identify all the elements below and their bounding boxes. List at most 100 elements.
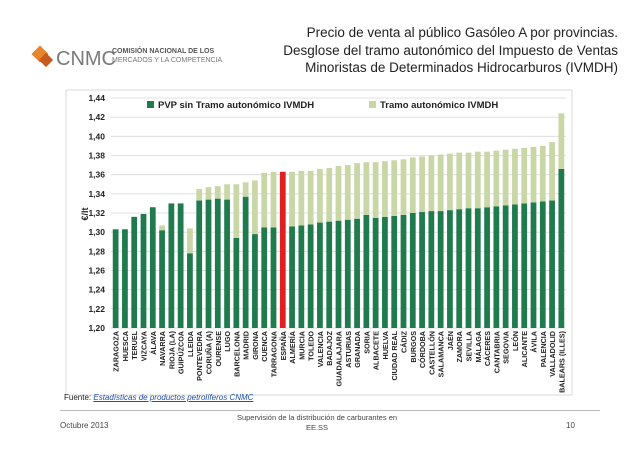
bar-tramo xyxy=(465,152,472,209)
slide-title: Precio de venta al público Gasóleo A por… xyxy=(228,24,618,77)
bar-tramo xyxy=(400,159,407,215)
bar-base xyxy=(252,234,258,328)
logo-subtitle: COMISIÓN NACIONAL DE LOS MERCADOS Y LA C… xyxy=(112,47,222,65)
bar-tramo xyxy=(159,225,165,231)
bar-tramo xyxy=(270,171,277,228)
x-tick-label: BADAJOZ xyxy=(325,330,334,365)
bar-tramo xyxy=(214,186,221,199)
bar-base xyxy=(279,171,286,328)
bar-tramo xyxy=(363,162,370,215)
bar-tramo xyxy=(521,147,528,204)
x-tick-label: HUELVA xyxy=(381,331,390,359)
bar-base xyxy=(344,219,351,328)
bar-base xyxy=(131,216,138,328)
x-tick-label: TERUEL xyxy=(130,330,139,359)
bar-base xyxy=(307,224,314,328)
bar-base xyxy=(474,208,481,328)
bar-base xyxy=(326,221,333,328)
bar-base xyxy=(298,225,305,328)
bar-tramo xyxy=(502,149,509,206)
x-tick-label: VALLADOLID xyxy=(548,331,557,377)
x-tick-label: CANTABRIA xyxy=(492,331,501,373)
bar-tramo xyxy=(307,170,314,225)
bar-tramo xyxy=(298,170,305,226)
legend-swatch-tramo xyxy=(369,101,376,108)
bar-base xyxy=(205,199,212,328)
x-tick-label: CÁDIZ xyxy=(400,330,409,353)
y-axis-label: €/lt xyxy=(80,207,90,220)
bar-base xyxy=(187,253,193,328)
y-tick-label: 1,32 xyxy=(88,208,105,218)
bar-base xyxy=(270,227,277,328)
x-tick-label: ALMERÍA xyxy=(288,331,297,364)
x-tick-label: BARCELONA xyxy=(232,331,241,377)
x-tick-label: SORIA xyxy=(362,331,371,354)
slide-title-line2: Desglose del tramo autonómico del Impues… xyxy=(283,42,618,58)
y-tick-label: 1,38 xyxy=(88,151,105,161)
bar-base xyxy=(177,203,184,328)
legend-label-base: PVP sin Tramo autonómico IVMDH xyxy=(158,100,314,111)
bar-base xyxy=(335,220,342,328)
x-tick-label: TARRAGONA xyxy=(270,331,279,377)
source-link[interactable]: Estadísticas de productos petrolíferos C… xyxy=(93,393,254,402)
bar-base xyxy=(372,217,379,328)
bar-tramo xyxy=(391,160,398,216)
x-axis-labels: ZARAGOZA HUESCA TERUEL VIZCAYA ÁLAVA NAVARRA R… xyxy=(112,330,567,393)
bar-base xyxy=(261,227,268,328)
bar-base xyxy=(391,215,398,328)
x-tick-label: CASTELLÓN xyxy=(427,331,436,375)
y-tick-label: 1,30 xyxy=(88,227,105,237)
slide-title-line1: Precio de venta al público Gasóleo A por… xyxy=(306,25,618,40)
x-tick-label: SALAMANCA xyxy=(437,331,446,377)
source-prefix: Fuente: xyxy=(64,393,94,402)
bar-base xyxy=(159,230,165,328)
bar-tramo xyxy=(428,155,435,212)
bar-tramo xyxy=(382,161,388,217)
bar-base xyxy=(168,203,175,328)
x-tick-label: VIZCAYA xyxy=(140,331,149,361)
y-tick-label: 1,22 xyxy=(88,304,105,314)
bar-tramo xyxy=(344,165,351,220)
bar-base xyxy=(428,211,435,328)
y-tick-label: 1,26 xyxy=(88,266,105,276)
bar-base xyxy=(447,210,453,328)
x-tick-label: ESPAÑA xyxy=(279,331,288,360)
bar-tramo xyxy=(484,151,490,208)
page-number: 10 xyxy=(566,421,575,430)
bar-tramo xyxy=(326,167,333,222)
x-tick-label: ZARAGOZA xyxy=(112,331,121,372)
bar-base xyxy=(512,204,518,328)
x-tick-label: ÁVILA xyxy=(530,331,539,353)
bar-tramo xyxy=(512,148,518,205)
bar-base xyxy=(224,199,230,328)
bar-base xyxy=(112,229,119,328)
x-tick-label: GUIPÚZCOA xyxy=(177,331,186,374)
x-tick-label: CUENCA xyxy=(260,331,269,362)
bar-tramo xyxy=(289,171,295,227)
x-tick-label: CIUDAD REAL xyxy=(390,330,399,380)
bar-tramo xyxy=(558,113,565,169)
grid-lines xyxy=(111,97,566,329)
x-tick-label: CORUÑA (A) xyxy=(205,330,214,374)
footer-divider xyxy=(60,410,600,411)
x-tick-label: SEVILLA xyxy=(465,331,474,361)
bar-base xyxy=(493,206,500,328)
bar-tramo xyxy=(335,166,342,221)
bar-base xyxy=(400,214,407,328)
x-tick-label: ALBACETE xyxy=(372,331,381,370)
logo-brand: CNMC xyxy=(56,48,116,70)
bar-tramo xyxy=(447,153,453,211)
bar-base xyxy=(317,222,323,328)
bar-tramo xyxy=(474,151,481,209)
bar-base xyxy=(354,218,360,328)
bar-base xyxy=(465,208,472,328)
bars xyxy=(112,113,565,328)
bar-tramo xyxy=(372,162,379,218)
bar-tramo xyxy=(233,184,240,238)
legend-swatch-base xyxy=(147,101,154,108)
y-tick-label: 1,40 xyxy=(88,131,105,141)
cnmc-logo: CNMC COMISIÓN NACIONAL DE LOS MERCADOS Y… xyxy=(31,45,234,74)
x-tick-label: ÁLAVA xyxy=(149,331,158,355)
bar-tramo xyxy=(530,146,537,203)
y-tick-label: 1,42 xyxy=(88,112,105,122)
